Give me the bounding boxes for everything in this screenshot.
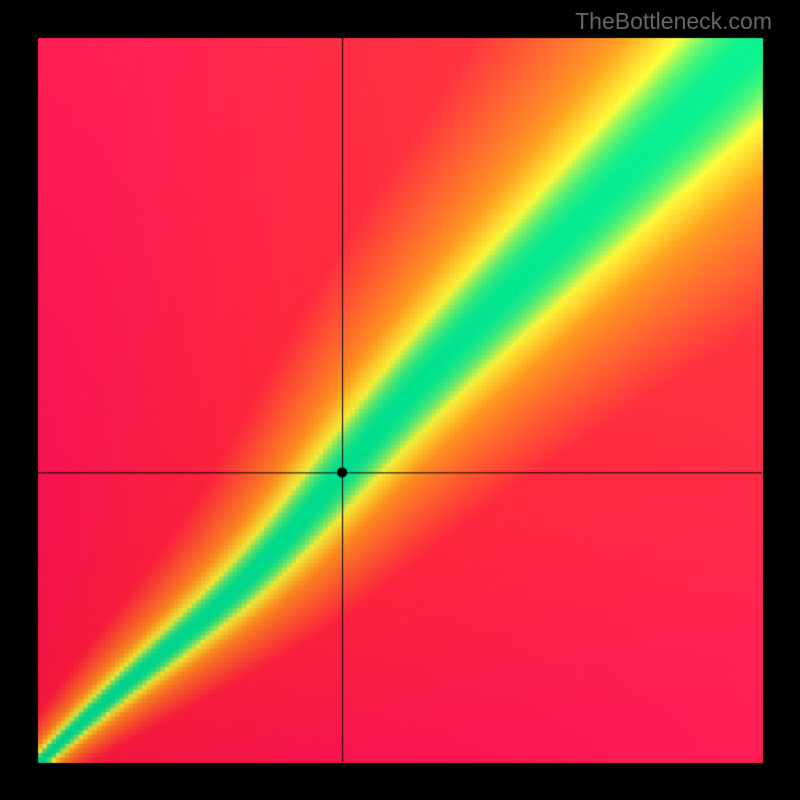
chart-stage: TheBottleneck.com (0, 0, 800, 800)
heatmap-canvas (0, 0, 800, 800)
watermark-text: TheBottleneck.com (575, 8, 772, 35)
